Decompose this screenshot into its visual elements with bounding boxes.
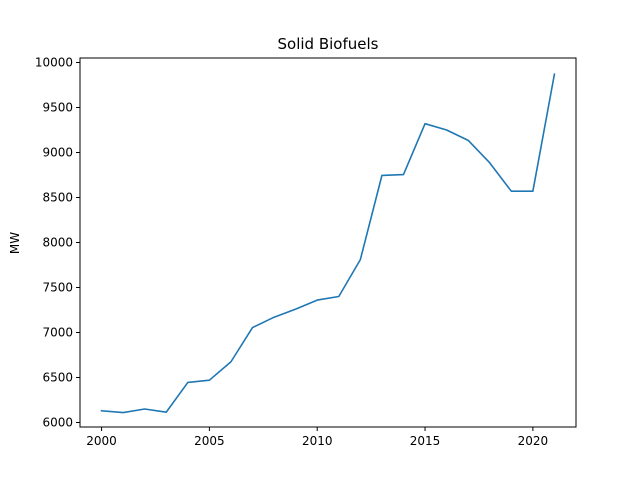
y-tick-label: 7000 (42, 326, 73, 340)
y-axis-label: MW (8, 232, 22, 254)
y-tick-label: 9000 (42, 146, 73, 160)
y-tick-label: 6000 (42, 416, 73, 430)
x-tick-label: 2005 (194, 434, 225, 448)
x-tick-label: 2015 (410, 434, 441, 448)
chart-title: Solid Biofuels (278, 35, 379, 53)
x-tick-label: 2020 (518, 434, 549, 448)
x-axis: 2000 2005 2010 2015 2020 (86, 427, 548, 448)
plot-area-frame (79, 57, 577, 428)
series-layer (100, 73, 556, 414)
y-tick-label: 7500 (42, 281, 73, 295)
y-tick-label: 9500 (42, 101, 73, 115)
y-tick-label: 8500 (42, 191, 73, 205)
series-line (100, 73, 556, 414)
y-tick-label: 8000 (42, 236, 73, 250)
x-tick-label: 2010 (302, 434, 333, 448)
y-tick-label: 10000 (35, 56, 73, 70)
y-axis: 6000 6500 7000 7500 8000 8500 9000 9500 10000 (35, 56, 80, 430)
y-tick-label: 6500 (42, 371, 73, 385)
x-tick-label: 2000 (86, 434, 117, 448)
